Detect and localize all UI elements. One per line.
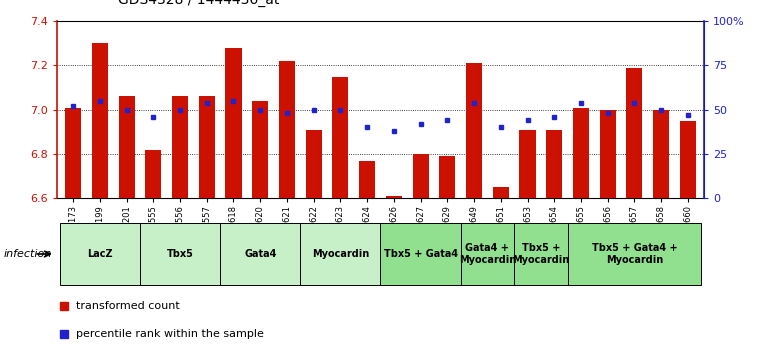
Text: GDS4328 / 1444436_at: GDS4328 / 1444436_at (118, 0, 279, 7)
Bar (600, 110, 616, 198)
Bar (92, 44, 108, 198)
Text: Tbx5 + Gata4: Tbx5 + Gata4 (384, 249, 457, 259)
Bar (225, 48, 241, 198)
Bar (65, 108, 81, 198)
Text: LacZ: LacZ (87, 249, 113, 259)
FancyBboxPatch shape (568, 223, 701, 285)
Bar (412, 154, 428, 198)
Text: transformed count: transformed count (76, 301, 180, 311)
Text: Tbx5 +
Myocardin: Tbx5 + Myocardin (512, 243, 569, 265)
Bar (546, 130, 562, 198)
Bar (306, 130, 322, 198)
FancyBboxPatch shape (140, 223, 220, 285)
FancyBboxPatch shape (380, 223, 460, 285)
FancyBboxPatch shape (220, 223, 301, 285)
Bar (199, 97, 215, 198)
Bar (252, 101, 268, 198)
Text: Tbx5: Tbx5 (167, 249, 193, 259)
Bar (573, 108, 589, 198)
Text: Myocardin: Myocardin (312, 249, 369, 259)
Text: Gata4: Gata4 (244, 249, 276, 259)
Text: percentile rank within the sample: percentile rank within the sample (76, 330, 264, 339)
Bar (279, 61, 295, 198)
FancyBboxPatch shape (60, 223, 140, 285)
Bar (493, 187, 509, 198)
Bar (359, 161, 375, 198)
Text: infection: infection (4, 249, 52, 259)
Text: Gata4 +
Myocardin: Gata4 + Myocardin (459, 243, 516, 265)
FancyBboxPatch shape (460, 223, 514, 285)
Bar (145, 149, 161, 198)
Bar (386, 196, 402, 198)
Bar (439, 156, 455, 198)
Bar (680, 121, 696, 198)
Text: Tbx5 + Gata4 +
Myocardin: Tbx5 + Gata4 + Myocardin (591, 243, 677, 265)
FancyBboxPatch shape (514, 223, 568, 285)
Bar (333, 76, 349, 198)
Bar (119, 97, 135, 198)
Bar (172, 97, 188, 198)
Bar (626, 68, 642, 198)
Bar (520, 130, 536, 198)
Bar (653, 110, 669, 198)
Bar (466, 63, 482, 198)
FancyBboxPatch shape (301, 223, 380, 285)
